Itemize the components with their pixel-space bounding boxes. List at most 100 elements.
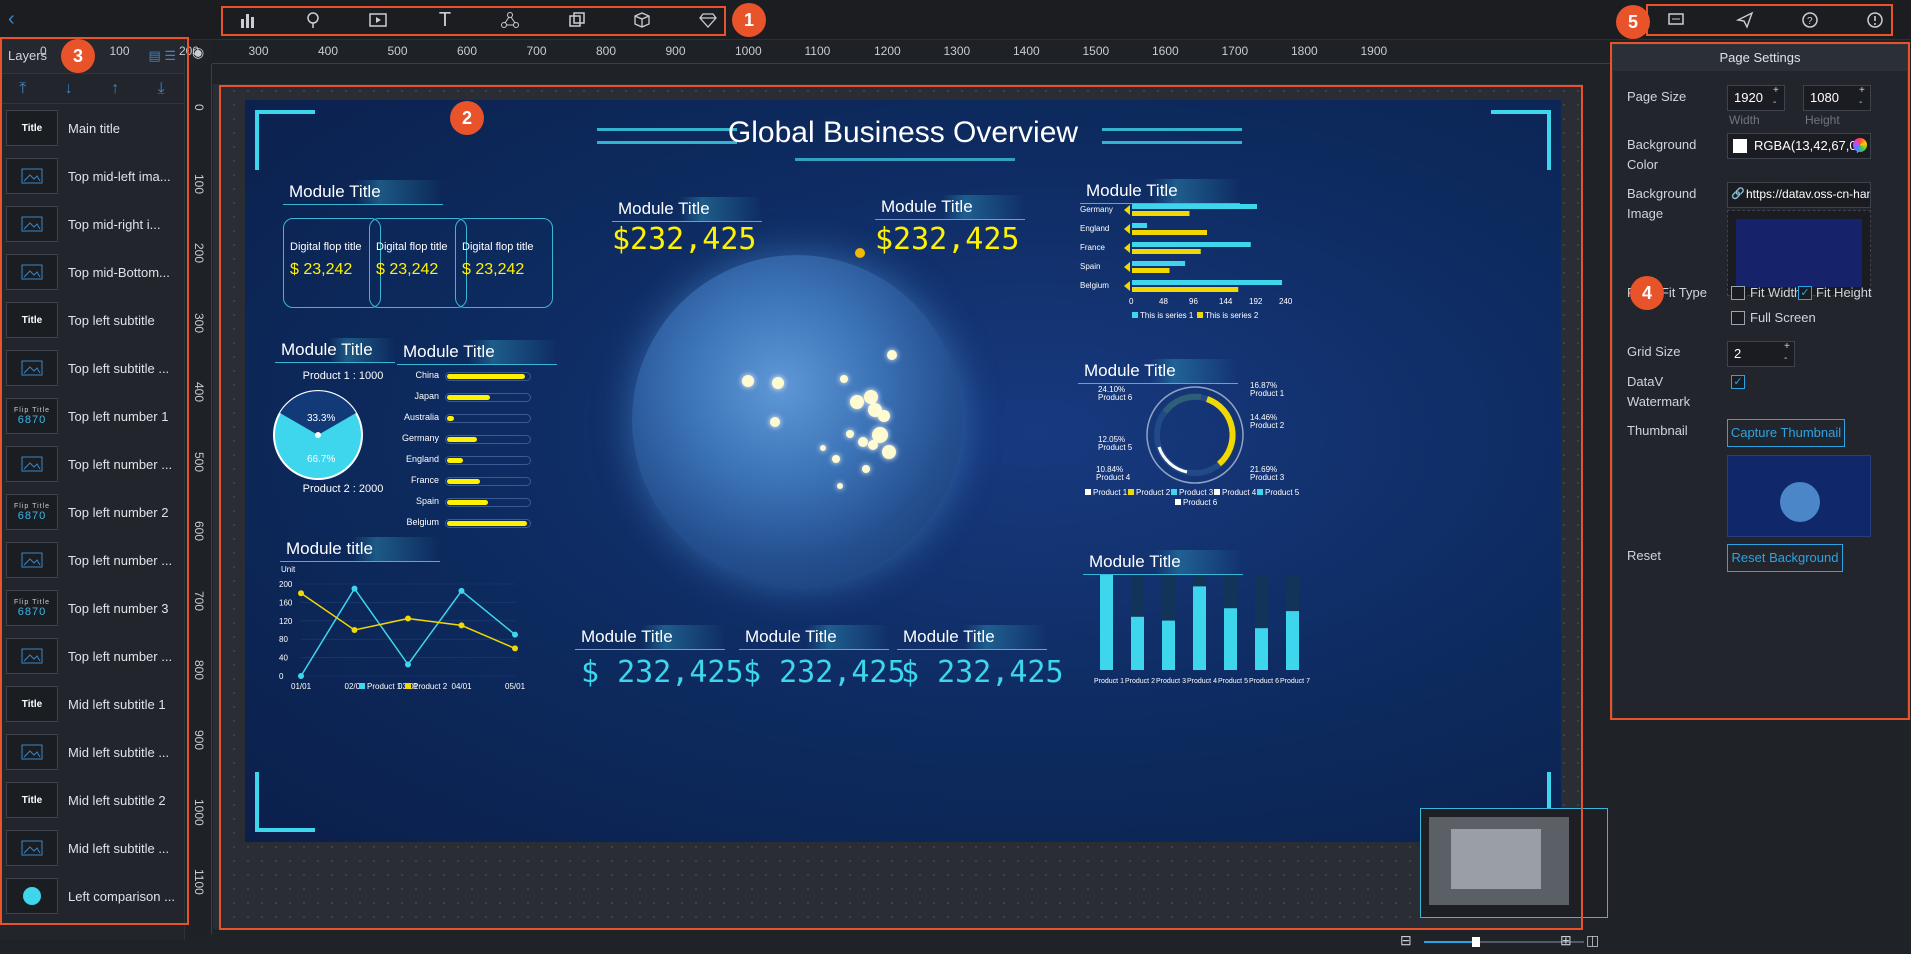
layer-view-toggle-icon[interactable]: ▤ ☰	[148, 48, 176, 63]
ruler-tick-label: 900	[192, 729, 206, 750]
ruler-tick-label: 300	[248, 44, 269, 58]
fit-height-checkbox[interactable]: ✓	[1798, 286, 1812, 300]
ruler-tick-label: 1300	[943, 44, 971, 58]
diamond-icon[interactable]	[688, 6, 728, 34]
bg-image-url-input[interactable]: https://datav.oss-cn-hangzh	[1727, 182, 1871, 208]
ring-label-pct: 14.46%	[1250, 413, 1277, 422]
page-width-input[interactable]: 1920	[1727, 85, 1785, 111]
watermark-label-1: DataV	[1627, 374, 1664, 389]
relation-icon[interactable]	[490, 6, 530, 34]
pie-bottom-label: Product 2 : 2000	[302, 483, 384, 495]
page-height-input[interactable]: 1080	[1803, 85, 1871, 111]
hbar-chart: Germany England France Spain Belgium 0 48 96 144…	[1080, 204, 1293, 320]
zoom-in-icon[interactable]: ⊞	[1560, 932, 1572, 948]
layer-item[interactable]: Flip Title 6870 Top left number 1	[0, 392, 184, 440]
back-icon[interactable]: ‹	[8, 8, 15, 30]
grid-stepper[interactable]: + -	[1784, 341, 1790, 364]
layer-item[interactable]: Top left number ...	[0, 632, 184, 680]
vbar-x-label: Product 2	[1125, 678, 1155, 685]
media-icon[interactable]	[358, 6, 398, 34]
bg-color-input[interactable]: RGBA(13,42,67,0)	[1727, 133, 1871, 159]
layer-item[interactable]: Flip Title 6870 Top left number 3	[0, 584, 184, 632]
bg-image-preview[interactable]	[1727, 210, 1871, 296]
dashboard-screen[interactable]: Global Business Overview Module Title Mo…	[245, 100, 1561, 842]
layer-item[interactable]: Mid left subtitle ...	[0, 824, 184, 872]
publish-icon[interactable]	[1725, 6, 1765, 34]
layer-label: Top left number 2	[68, 504, 169, 520]
module-title-hbar: Module Title	[1080, 179, 1240, 204]
width-sublabel: Width	[1729, 113, 1760, 127]
module-title-top-number-1: Module Title	[612, 197, 762, 222]
height-stepper[interactable]: + -	[1859, 85, 1865, 108]
material-icon[interactable]	[557, 6, 597, 34]
eye-icon[interactable]: ◉	[192, 44, 205, 60]
layer-thumb-image	[6, 350, 58, 386]
globe-point	[772, 377, 784, 389]
width-stepper[interactable]: + -	[1773, 85, 1779, 108]
layer-label: Top mid-left ima...	[68, 168, 171, 184]
legend-swatch-product-1	[359, 683, 365, 689]
fit-width-checkbox[interactable]	[1731, 286, 1745, 300]
map-pin-icon[interactable]	[293, 6, 333, 34]
ring-outer-circle	[1146, 386, 1244, 484]
fit-screen-icon[interactable]: ◫	[1586, 932, 1600, 948]
layer-thumb-image	[6, 638, 58, 674]
reset-background-button[interactable]: Reset Background	[1727, 544, 1843, 572]
minimap[interactable]	[1420, 808, 1608, 918]
move-down-icon[interactable]: ↓	[64, 79, 73, 97]
layer-item[interactable]: Top mid-left ima...	[0, 152, 184, 200]
layer-item[interactable]: Left comparison ...	[0, 872, 184, 920]
layer-item[interactable]: Top left subtitle ...	[0, 344, 184, 392]
ruler-horizontal: 0 100 200 300 400 500 600 700 800 900 1000 1100 1200…	[40, 40, 1612, 64]
layer-item[interactable]: Mid left subtitle ...	[0, 728, 184, 776]
layer-item[interactable]: Title Mid left subtitle 1	[0, 680, 184, 728]
layer-item[interactable]: Title Main title	[0, 104, 184, 152]
move-bottom-icon[interactable]: ⤓	[157, 79, 165, 97]
full-screen-checkbox[interactable]	[1731, 311, 1745, 325]
country-bar-fill	[447, 395, 490, 400]
color-swatch[interactable]	[1733, 139, 1747, 153]
grid-size-input[interactable]: 2	[1727, 341, 1795, 367]
text-icon[interactable]: T	[438, 8, 452, 31]
ruler-vertical: 0 100 200 300 400 500 600 700 800 900 1000 1100	[190, 64, 212, 934]
color-picker-icon[interactable]	[1853, 138, 1867, 152]
globe[interactable]	[632, 255, 962, 585]
thumbnail-globe	[1780, 482, 1820, 522]
layer-item[interactable]: Flip Title 6870 Top left number 2	[0, 488, 184, 536]
line-y-tick: 200	[279, 580, 293, 589]
layer-item[interactable]: Top left number ...	[0, 536, 184, 584]
bar-chart-icon[interactable]	[228, 6, 268, 34]
capture-thumbnail-button[interactable]: Capture Thumbnail	[1727, 419, 1845, 447]
digital-flop-2: Digital flop title $ 23,242	[369, 218, 467, 308]
layer-item[interactable]: Top mid-Bottom...	[0, 248, 184, 296]
layer-item[interactable]: Title Mid left subtitle 2	[0, 776, 184, 824]
comment-icon[interactable]	[1656, 6, 1696, 34]
info-icon[interactable]	[1855, 6, 1895, 34]
watermark-checkbox[interactable]: ✓	[1731, 375, 1745, 389]
ruler-tick-label: 200	[192, 243, 206, 264]
hbar-legend-swatch-1	[1132, 312, 1138, 318]
bg-image-label-1: Background	[1627, 186, 1697, 201]
image-icon	[21, 456, 43, 472]
thumb-number: 6870	[17, 509, 47, 522]
move-top-icon[interactable]: ⤒	[19, 79, 27, 97]
country-label: Germany	[401, 433, 439, 443]
image-icon	[21, 840, 43, 856]
help-icon[interactable]: ?	[1790, 6, 1830, 34]
layer-item[interactable]: Title Top left subtitle	[0, 296, 184, 344]
zoom-slider-track[interactable]	[1424, 941, 1584, 943]
country-bar-track	[445, 372, 531, 381]
thumbnail-preview	[1727, 455, 1871, 537]
line-y-tick: 80	[279, 635, 288, 644]
ring-legend-swatch	[1128, 489, 1134, 495]
flop-title: Digital flop title	[290, 241, 362, 253]
zoom-out-icon[interactable]: ⊟	[1400, 932, 1412, 948]
layer-item[interactable]: Top mid-right i...	[0, 200, 184, 248]
layer-list: Title Main title Top mid-left ima... Top mi…	[0, 104, 184, 920]
move-up-icon[interactable]: ↑	[111, 79, 120, 97]
ruler-tick-label: 0	[40, 44, 47, 58]
legend-product-1: Product 1	[367, 682, 402, 691]
cube-icon[interactable]	[622, 6, 662, 34]
zoom-slider-handle[interactable]	[1472, 937, 1480, 947]
layer-item[interactable]: Top left number ...	[0, 440, 184, 488]
